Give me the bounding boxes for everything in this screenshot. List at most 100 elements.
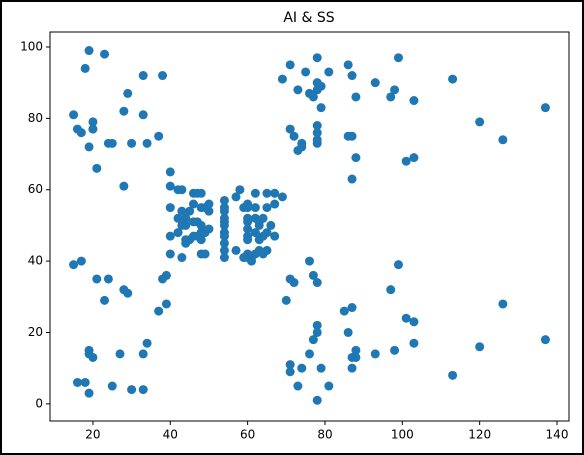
point [312, 78, 322, 88]
point [173, 213, 183, 223]
point [475, 342, 485, 352]
point [107, 381, 117, 391]
x-tick-label: 80 [317, 428, 332, 442]
point [301, 67, 311, 77]
point [243, 235, 253, 245]
point [84, 388, 94, 398]
point [285, 124, 295, 134]
point [185, 235, 195, 245]
point [100, 49, 110, 59]
point [343, 60, 353, 70]
point [293, 145, 303, 155]
point [266, 220, 276, 230]
point [270, 231, 280, 241]
point [285, 360, 295, 370]
point [100, 295, 110, 305]
point [92, 274, 102, 284]
point [277, 192, 287, 202]
x-tick-label: 120 [468, 428, 491, 442]
point [138, 110, 148, 120]
point [401, 313, 411, 323]
y-tick-label: 80 [28, 111, 43, 125]
point [165, 203, 175, 213]
point [243, 203, 253, 213]
point [293, 85, 303, 95]
point [204, 206, 214, 216]
point [386, 92, 396, 102]
point [289, 278, 299, 288]
point [308, 335, 318, 345]
point [347, 303, 357, 313]
point [347, 363, 357, 373]
point [138, 71, 148, 81]
point [386, 285, 396, 295]
point [498, 299, 508, 309]
point [84, 46, 94, 56]
point [185, 206, 195, 216]
point [305, 256, 314, 266]
point [390, 345, 400, 355]
point [231, 245, 241, 255]
point [88, 352, 98, 362]
point [409, 153, 419, 163]
point [351, 345, 361, 355]
x-tick-label: 60 [240, 428, 255, 442]
chart-title: AI & SS [283, 10, 334, 26]
point [165, 249, 175, 259]
point [250, 228, 260, 238]
point [312, 320, 322, 330]
point [219, 253, 229, 263]
point [312, 395, 322, 405]
point [285, 367, 295, 377]
point [154, 306, 164, 316]
point [324, 67, 334, 77]
point [370, 349, 380, 359]
y-tick-label: 20 [28, 325, 43, 339]
point [76, 128, 86, 138]
point [142, 338, 152, 348]
point [243, 217, 253, 227]
point [127, 385, 137, 395]
point [204, 224, 214, 234]
point [409, 338, 419, 348]
point [312, 128, 322, 138]
point [115, 349, 125, 359]
point [312, 85, 322, 95]
x-tick-label: 140 [546, 428, 569, 442]
point [448, 74, 458, 84]
point [84, 142, 94, 152]
point [154, 131, 164, 141]
point [409, 317, 419, 327]
x-tick-label: 100 [391, 428, 414, 442]
point [339, 306, 349, 316]
point [262, 203, 272, 213]
point [297, 363, 307, 373]
point [219, 206, 229, 216]
point [103, 274, 113, 284]
point [80, 377, 90, 387]
point [181, 213, 191, 223]
point [72, 377, 82, 387]
point [262, 188, 272, 198]
point [409, 96, 419, 106]
point [188, 199, 198, 209]
point [235, 185, 245, 195]
point [161, 299, 171, 309]
point [370, 78, 380, 88]
point [448, 370, 458, 380]
point [219, 231, 229, 241]
point [138, 385, 148, 395]
point [289, 131, 299, 141]
point [165, 181, 175, 191]
point [76, 256, 86, 266]
point [177, 220, 187, 230]
point [219, 245, 229, 255]
point [69, 260, 79, 270]
point [138, 349, 148, 359]
point [84, 345, 94, 355]
point [123, 88, 133, 98]
x-tick-label: 20 [85, 428, 100, 442]
point [305, 349, 314, 359]
point [188, 217, 198, 227]
